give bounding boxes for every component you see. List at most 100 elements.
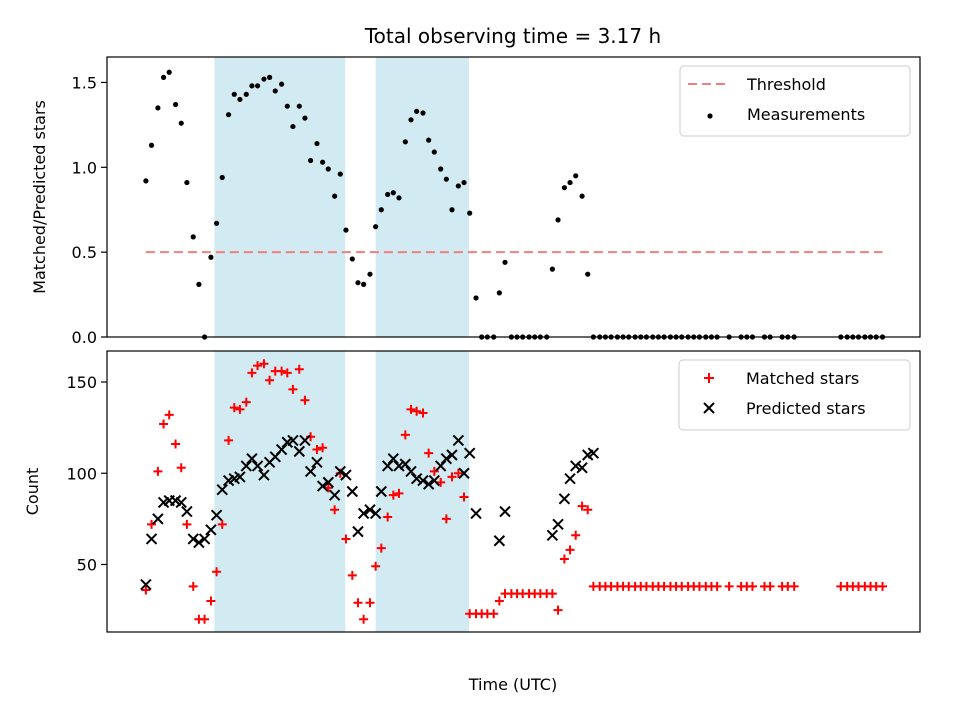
measurement-point	[237, 96, 243, 103]
matched-star-point	[141, 585, 151, 595]
matched-star-point	[182, 519, 192, 529]
measurement-point	[166, 69, 172, 75]
measurement-point	[408, 117, 414, 123]
predicted-star-point	[434, 460, 447, 472]
matched-star-point	[724, 581, 734, 591]
axes-frame	[106, 350, 921, 633]
predicted-star-point	[304, 465, 317, 478]
measurement-point	[272, 88, 278, 94]
matched-star-point	[441, 514, 451, 524]
measurement-point	[473, 295, 479, 301]
measurement-point	[455, 183, 461, 189]
measurement-point	[143, 178, 149, 184]
predicted-star-point	[246, 452, 258, 465]
matched-star-point	[318, 443, 328, 453]
legend: Matched stars Predicted stars	[678, 359, 911, 431]
measurement-point	[178, 120, 184, 126]
predicted-star-point	[417, 474, 429, 487]
matched-star-point	[300, 395, 310, 405]
measurement-point	[561, 185, 568, 191]
predicted-star-point	[364, 504, 376, 516]
matched-star-point	[400, 430, 410, 440]
predicted-star-point	[328, 489, 341, 501]
predicted-star-point	[499, 505, 511, 518]
measurement-point	[385, 191, 391, 198]
predicted-star-point	[405, 465, 417, 478]
measurement-point	[267, 74, 273, 80]
predicted-star-point	[446, 449, 458, 461]
matched-star-point	[171, 439, 181, 449]
matched-star-point	[176, 463, 186, 473]
observing-window-1	[214, 351, 346, 632]
matched-star-point	[571, 530, 581, 540]
measurement-point	[243, 91, 249, 97]
predicted-star-point	[334, 465, 347, 478]
matched-star-point	[577, 501, 587, 511]
measurement-point	[367, 271, 373, 277]
measurement-point	[196, 281, 202, 287]
matched-star-point	[583, 505, 593, 515]
y-tick-label: 0.0	[72, 328, 97, 347]
legend-measurement-swatch	[707, 113, 713, 119]
predicted-star-point	[181, 505, 193, 518]
measurement-point	[308, 157, 314, 164]
measurement-point	[402, 139, 408, 145]
y-tick-label: 1.0	[72, 158, 97, 177]
top-panel-ratio: 0.0 0.5 1.0 1.5 Matched/Predicted stars Thres…	[30, 56, 921, 347]
measurement-point	[296, 103, 302, 109]
y-tick-label: 50	[77, 555, 97, 574]
matched-star-point	[712, 581, 722, 591]
predicted-star-point	[570, 460, 582, 472]
matched-star-point	[553, 605, 563, 615]
matched-star-point	[347, 570, 357, 580]
predicted-star-point	[440, 452, 453, 465]
predicted-star-point	[587, 447, 600, 459]
matched-star-point	[559, 554, 569, 564]
matched-star-point	[878, 581, 888, 591]
matched-star-point	[406, 404, 416, 414]
measurement-point	[231, 91, 237, 97]
matched-star-point	[235, 404, 245, 414]
measurement-point	[467, 210, 473, 216]
measurement-point	[438, 166, 444, 172]
matched-star-point	[388, 490, 398, 500]
x-axis-label: Time (UTC)	[468, 675, 557, 694]
matched-star-point	[436, 477, 446, 487]
matched-star-point	[224, 435, 234, 445]
measurement-point	[261, 76, 267, 82]
measurement-point	[184, 179, 190, 186]
predicted-star-point	[210, 509, 223, 521]
matched-star-point	[424, 448, 434, 458]
matched-star-point	[394, 488, 404, 498]
predicted-star-point	[463, 447, 476, 459]
y-tick-label: 1.5	[72, 73, 97, 92]
measurement-point	[349, 256, 355, 262]
y-axis-label: Count	[23, 468, 42, 516]
measurement-point	[567, 179, 573, 186]
matched-star-point	[459, 492, 469, 502]
predicted-star-point	[352, 525, 364, 538]
measurement-point	[355, 280, 361, 286]
predicted-star-point	[140, 578, 152, 591]
measurement-point	[461, 179, 467, 186]
legend-label: Measurements	[747, 105, 865, 124]
matched-star-point	[565, 545, 575, 555]
matched-star-point	[418, 408, 428, 418]
matched-star-point	[294, 364, 304, 374]
predicted-star-point	[287, 434, 299, 447]
measurement-point	[337, 171, 343, 177]
matched-star-point	[164, 410, 174, 420]
predicted-star-point	[152, 513, 164, 525]
matched-star-point	[288, 384, 298, 394]
measurement-point	[190, 234, 196, 240]
predicted-star-point	[205, 524, 217, 536]
matched-star-point	[789, 581, 799, 591]
predicted-star-point	[251, 460, 264, 472]
predicted-star-point	[198, 533, 211, 545]
measurement-point	[160, 74, 167, 80]
predicted-star-point	[293, 445, 305, 458]
matched-star-point	[217, 519, 227, 529]
matched-star-point	[229, 403, 239, 413]
legend: Threshold Measurements	[679, 65, 911, 137]
